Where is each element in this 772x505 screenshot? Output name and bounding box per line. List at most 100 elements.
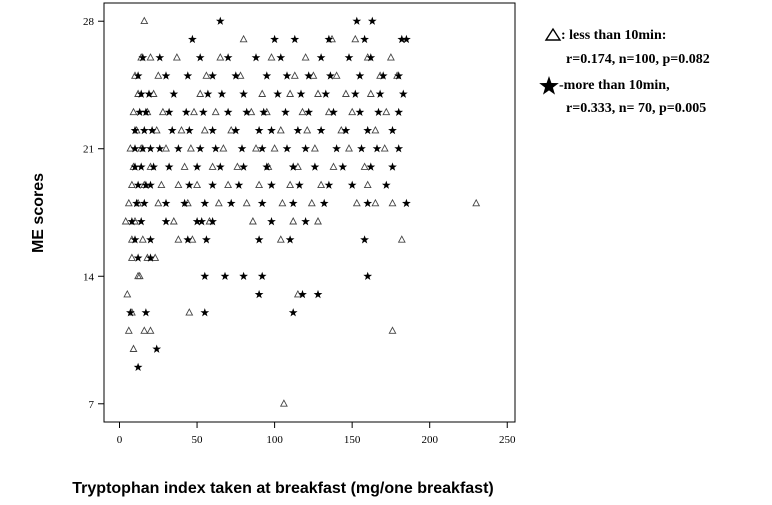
data-point-triangle: [342, 90, 350, 97]
data-point-triangle: [280, 399, 288, 407]
data-point-star: [184, 180, 194, 189]
data-point-star: [215, 162, 225, 171]
data-point-triangle: [364, 181, 372, 189]
data-point-star: [262, 71, 272, 80]
data-point-triangle: [286, 90, 294, 97]
x-axis: 0 50 100 150 200 250: [117, 422, 516, 446]
data-point-triangle: [180, 162, 189, 170]
data-point-star: [208, 125, 217, 135]
data-point-star: [350, 89, 360, 98]
data-point-triangle: [291, 71, 299, 79]
data-point-triangle: [303, 126, 311, 134]
data-point-star: [223, 107, 233, 117]
legend-entry-2-line-2: r=0.333, n= 70, p=0.005: [566, 101, 706, 116]
y-tick-label: 7: [89, 399, 95, 411]
data-point-triangle: [159, 108, 167, 116]
data-point-star: [146, 235, 155, 244]
data-point-star: [217, 89, 227, 98]
data-point-star: [133, 362, 143, 372]
data-point-triangle: [353, 199, 361, 207]
data-point-star: [296, 89, 306, 98]
data-point-star: [239, 89, 248, 98]
data-point-triangle: [128, 253, 136, 261]
y-axis: 7 14 21 28: [83, 16, 104, 411]
y-tick-label: 21: [83, 144, 94, 156]
data-point-star: [226, 198, 236, 208]
legend-entry-1-line-2: r=0.174, n=100, p=0.082: [566, 52, 710, 67]
data-point-star: [200, 271, 210, 281]
data-point-star: [215, 16, 225, 25]
data-point-star: [184, 125, 194, 135]
legend-entry-2-line-1: -more than 10min,: [559, 78, 670, 93]
data-point-triangle: [208, 162, 217, 170]
data-point-triangle: [233, 162, 242, 170]
data-point-triangle: [332, 71, 341, 79]
data-point-triangle: [381, 144, 389, 152]
data-point-triangle: [398, 235, 406, 243]
data-point-star: [146, 144, 155, 153]
data-point-triangle: [139, 235, 147, 243]
data-point-star: [220, 271, 230, 281]
data-point-star: [316, 125, 326, 135]
data-point-star: [161, 217, 171, 226]
data-point-triangle: [177, 126, 186, 134]
data-point-triangle: [277, 126, 285, 134]
data-point-star: [152, 344, 162, 353]
data-point-star: [282, 144, 292, 153]
data-point-triangle: [129, 345, 138, 352]
data-point-star: [254, 289, 264, 299]
data-point-star: [161, 71, 171, 80]
legend-entry-1-line-1: : less than 10min:: [561, 28, 666, 43]
data-point-star: [372, 144, 382, 153]
data-point-triangle: [367, 90, 375, 97]
data-point-triangle: [174, 181, 183, 189]
data-point-star: [254, 125, 264, 135]
data-point-star: [352, 16, 362, 25]
data-point-triangle: [154, 199, 162, 207]
data-point-star: [211, 144, 221, 153]
data-point-star: [281, 107, 290, 117]
data-point-triangle: [314, 90, 322, 97]
data-point-star: [202, 235, 211, 244]
data-point-triangle: [360, 162, 369, 170]
legend-star-icon: [539, 76, 559, 95]
data-point-triangle: [123, 290, 131, 298]
data-point-triangle: [387, 53, 395, 61]
data-point-triangle: [351, 35, 359, 43]
data-point-triangle: [301, 53, 310, 61]
data-point-star: [188, 34, 197, 44]
data-point-triangle: [128, 181, 136, 189]
data-point-star: [270, 34, 279, 44]
data-point-star: [374, 107, 383, 117]
y-axis-label: ME scores: [30, 173, 47, 253]
data-point-star: [198, 107, 208, 117]
data-point-triangle: [311, 144, 319, 152]
data-point-triangle: [187, 144, 195, 152]
data-point-star: [301, 217, 310, 226]
data-point-triangle: [140, 326, 148, 334]
data-point-triangle: [298, 108, 307, 116]
data-point-triangle: [157, 181, 166, 189]
data-point-triangle: [146, 326, 155, 334]
data-point-star: [234, 180, 244, 189]
data-point-star: [313, 289, 323, 299]
data-point-star: [174, 144, 183, 153]
data-point-star: [363, 198, 373, 208]
data-point-star: [363, 125, 373, 135]
data-point-star: [223, 53, 233, 62]
data-point-star: [267, 180, 276, 189]
data-points: [122, 16, 480, 407]
data-point-star: [288, 308, 298, 317]
x-tick-label: 150: [344, 434, 361, 446]
data-point-star: [338, 162, 348, 171]
data-point-star: [139, 125, 149, 135]
data-point-star: [208, 180, 217, 189]
data-point-triangle: [215, 199, 223, 207]
data-point-triangle: [212, 108, 220, 116]
data-point-triangle: [170, 217, 178, 225]
data-point-star: [357, 144, 366, 153]
data-point-triangle: [472, 199, 480, 207]
x-tick-label: 50: [192, 434, 204, 446]
data-point-star: [282, 71, 292, 80]
